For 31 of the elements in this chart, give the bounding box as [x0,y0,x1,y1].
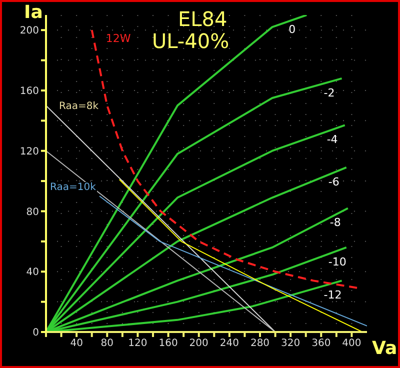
y-tick-label: 120 [20,146,39,158]
x-tick-label: 40 [70,338,83,350]
x-tick-label: 280 [250,338,270,350]
series-label: -12 [324,288,342,302]
x-tick-label: 240 [220,338,239,350]
text: UL-40% [152,29,230,53]
x-axis-title: Va [372,338,398,359]
x-tick-label: 80 [100,338,114,350]
series-label: -2 [324,86,335,100]
x-tick-label: 120 [128,338,148,350]
chart-title: EL84 [178,7,228,31]
annotation: Raa=8k [58,101,100,112]
series-label: -4 [326,133,338,146]
y-tick-label: 80 [26,206,39,218]
x-tick-label: 400 [342,338,362,350]
x-tick-label: 360 [312,338,331,350]
x-tick-label: 320 [281,338,300,350]
series-label: -8 [330,216,341,230]
annotation: Raa=10k [49,182,97,193]
series-label: -6 [328,175,340,188]
x-tick-label: 200 [189,338,208,350]
x-tick-label: 160 [158,338,178,350]
y-tick-label: 0 [32,328,39,339]
y-tick-label: 160 [20,86,39,98]
line-series [118,179,363,332]
y-axis-title: Ia [24,2,43,23]
y-tick-label: 200 [20,26,39,37]
series-label: 0 [288,23,296,36]
series-label: 12W [106,32,131,46]
series-label: -10 [328,255,346,268]
y-tick-label: 40 [26,267,39,278]
